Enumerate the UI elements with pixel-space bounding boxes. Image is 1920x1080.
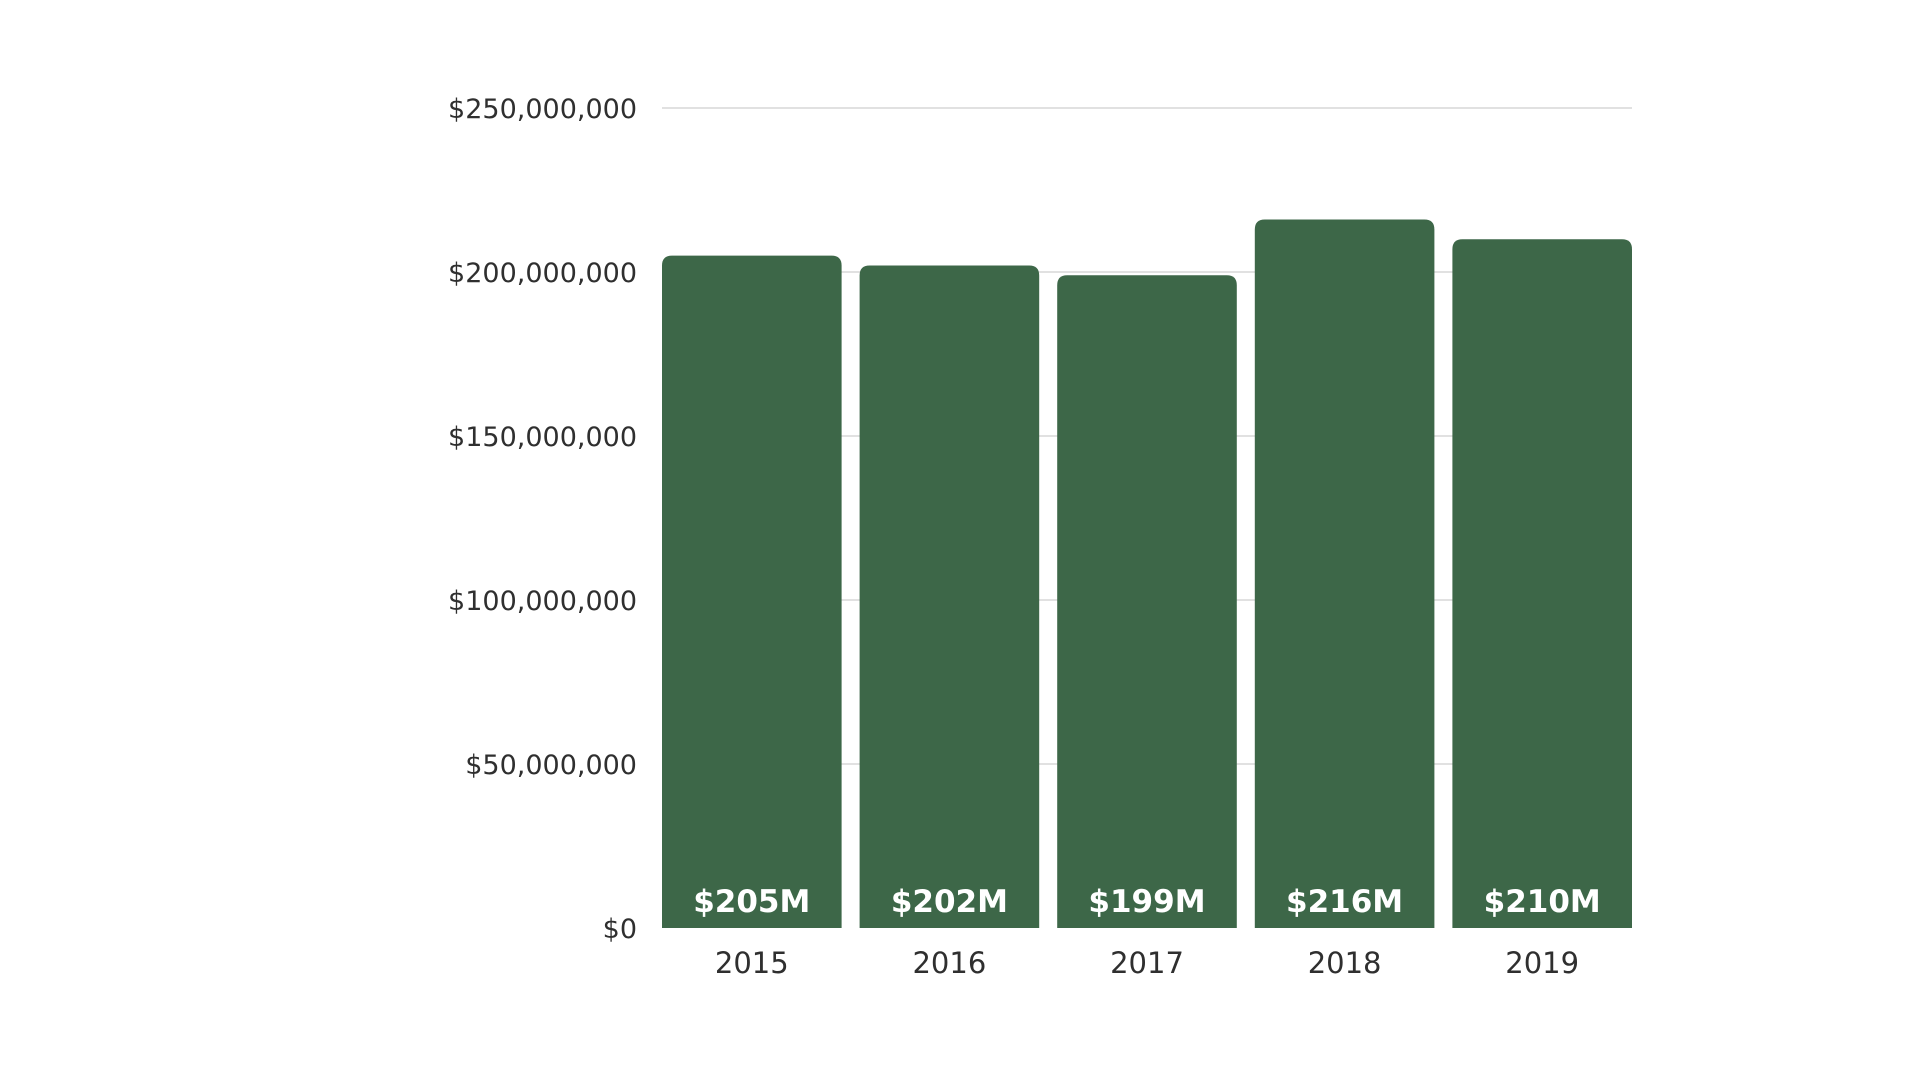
y-tick-label: $50,000,000 <box>465 750 637 781</box>
bars-layer: $205M $202M $199M $216M $210M <box>662 219 1632 929</box>
bar-2015 <box>662 255 842 929</box>
x-tick-label: 2019 <box>1505 946 1579 980</box>
y-tick-label: $250,000,000 <box>448 94 637 125</box>
y-tick-label: $100,000,000 <box>448 586 637 617</box>
y-tick-label: $200,000,000 <box>448 258 637 289</box>
bar-2019 <box>1452 239 1632 928</box>
x-tick-label: 2018 <box>1308 946 1382 980</box>
y-axis: $0 $50,000,000 $100,000,000 $150,000,000 $20… <box>448 94 637 945</box>
bar-2018 <box>1254 219 1435 928</box>
bar-2016 <box>859 265 1040 928</box>
y-tick-label: $150,000,000 <box>448 422 637 453</box>
data-label: $199M <box>1088 884 1205 920</box>
x-axis: 2015 2016 2017 2018 2019 <box>715 946 1579 980</box>
data-label: $210M <box>1484 884 1601 920</box>
data-label: $216M <box>1286 884 1403 920</box>
data-label: $205M <box>693 884 810 920</box>
x-tick-label: 2017 <box>1110 946 1184 980</box>
bar-2017 <box>1057 275 1237 928</box>
y-tick-label: $0 <box>603 914 637 945</box>
data-label: $202M <box>891 884 1008 920</box>
x-tick-label: 2016 <box>912 946 986 980</box>
x-tick-label: 2015 <box>715 946 789 980</box>
